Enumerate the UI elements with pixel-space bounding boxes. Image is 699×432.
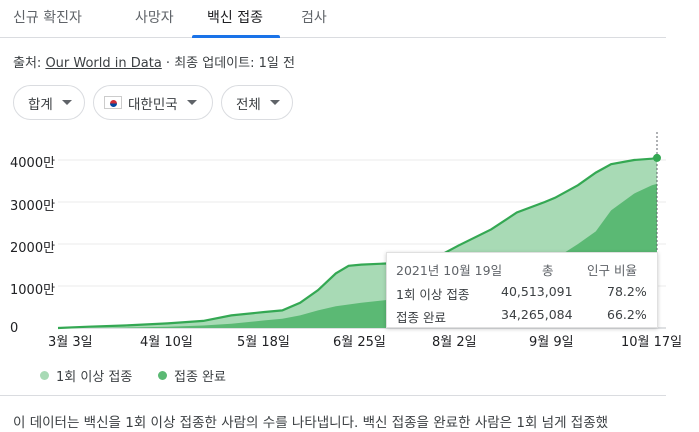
legend-label-at-least-one: 1회 이상 접종	[56, 370, 133, 385]
metric-dropdown-label: 합계	[28, 96, 53, 113]
tooltip-row-label: 1회 이상 접종	[396, 287, 470, 302]
x-tick-label: 6월 25일	[333, 335, 386, 350]
update-info: · 최종 업데이트: 1일 전	[161, 56, 295, 71]
tooltip-row-ratio: 78.2%	[607, 284, 647, 299]
y-tick-label: 4000만	[10, 156, 56, 171]
x-tick-label: 4월 10일	[140, 335, 193, 350]
scope-dropdown[interactable]: 전체	[221, 85, 293, 120]
source-line: 출처: Our World in Data · 최종 업데이트: 1일 전	[13, 52, 295, 71]
country-dropdown[interactable]: 대한민국	[93, 85, 213, 120]
tooltip-header-ratio: 인구 비율	[587, 263, 637, 278]
y-tick-label: 0	[10, 321, 19, 336]
footnote: 이 데이터는 백신을 1회 이상 접종한 사람의 수를 나타냅니다. 백신 접종…	[13, 415, 609, 431]
caret-down-icon	[61, 100, 72, 105]
legend-label-fully: 접종 완료	[174, 370, 226, 385]
korea-flag-icon	[104, 96, 122, 109]
tooltip-date: 2021년 10월 19일	[396, 263, 503, 278]
source-prefix: 출처:	[13, 56, 46, 71]
hover-point	[653, 153, 661, 162]
country-dropdown-label: 대한민국	[128, 96, 178, 113]
line-at-least-one-dose	[57, 156, 658, 330]
y-tick-label: 3000만	[10, 199, 56, 214]
y-tick-label: 1000만	[10, 283, 56, 298]
scope-dropdown-label: 전체	[236, 96, 261, 113]
tab-testing[interactable]: 검사	[301, 10, 327, 26]
tooltip-header-total: 총	[542, 263, 554, 278]
active-tab-indicator	[192, 35, 280, 38]
tab-vaccination[interactable]: 백신 접종	[207, 10, 263, 26]
tooltip-row-total: 40,513,091	[501, 284, 573, 299]
caret-down-icon	[186, 100, 197, 105]
chart-tooltip: 2021년 10월 19일 총 인구 비율 1회 이상 접종 40,513,09…	[386, 252, 658, 328]
x-tick-label: 8월 2일	[432, 335, 477, 350]
tab-deaths[interactable]: 사망자	[135, 10, 174, 26]
x-tick-label: 3월 3일	[48, 335, 93, 350]
caret-down-icon	[269, 100, 280, 105]
metric-dropdown[interactable]: 합계	[13, 85, 85, 120]
x-tick-label: 5월 18일	[237, 335, 290, 350]
tooltip-row-total: 34,265,084	[501, 307, 573, 322]
source-link[interactable]: Our World in Data	[45, 56, 162, 71]
tooltip-row-ratio: 66.2%	[607, 307, 647, 322]
legend-swatch-fully	[158, 371, 167, 380]
divider	[0, 395, 666, 396]
x-tick-label: 9월 9일	[529, 335, 574, 350]
tab-bar: 신규 확진자 사망자 백신 접종 검사	[0, 0, 666, 38]
tooltip-row-label: 접종 완료	[396, 310, 446, 325]
tab-new-cases[interactable]: 신규 확진자	[13, 10, 82, 26]
x-tick-label: 10월 17일	[621, 335, 683, 350]
legend-swatch-at-least-one	[40, 371, 49, 380]
y-tick-label: 2000만	[10, 241, 56, 256]
